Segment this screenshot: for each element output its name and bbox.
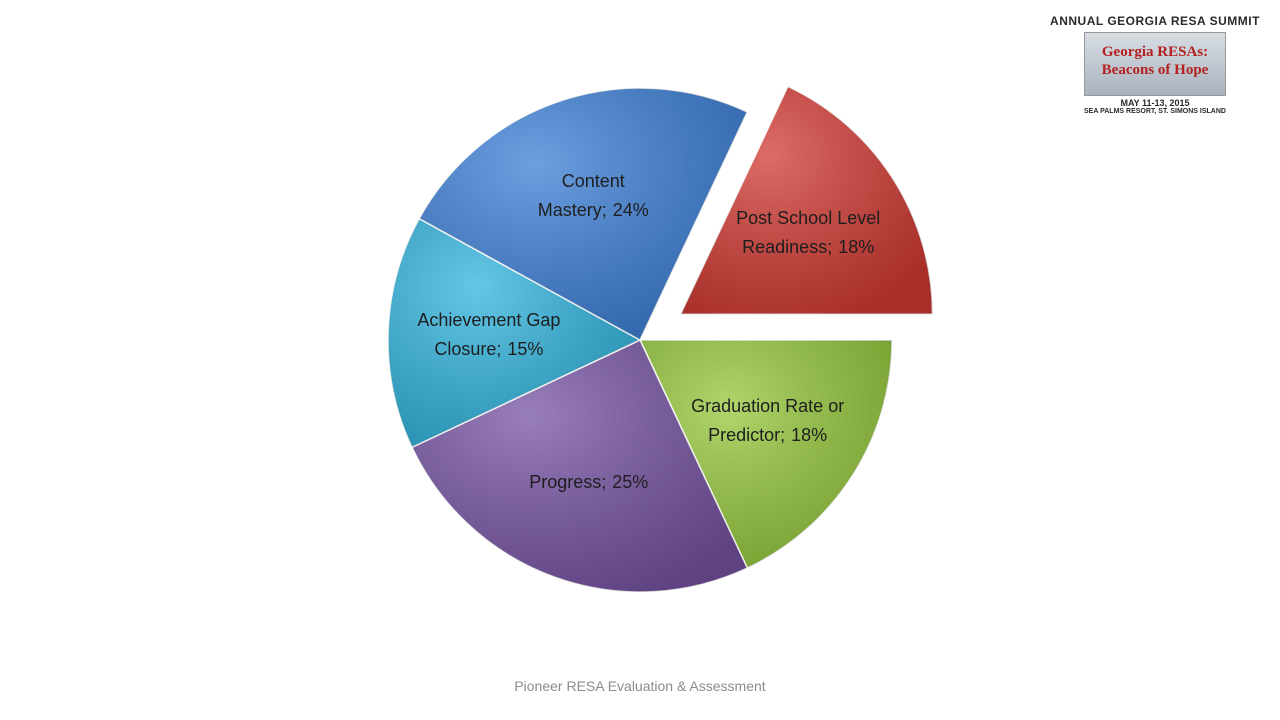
data-label-text: Achievement Gap Closure; 15% bbox=[404, 280, 574, 390]
slice-shade bbox=[419, 88, 748, 340]
label-body: Post School Level Readiness; 18% bbox=[723, 204, 893, 262]
data-label: Achievement Gap Closure; 15% bbox=[404, 280, 574, 390]
data-label: Post School Level Readiness; 18% bbox=[723, 178, 893, 288]
value-label: 18% bbox=[791, 425, 828, 446]
logo-place: SEA PALMS RESORT, ST. SIMONS ISLAND bbox=[1084, 108, 1226, 115]
value-label: 25% bbox=[612, 471, 649, 492]
logo-emblem: Georgia RESAs: Beacons of Hope bbox=[1084, 32, 1226, 96]
data-label: Progress; 25% bbox=[504, 427, 674, 537]
slice-shade bbox=[640, 340, 892, 569]
data-label: Content Mastery; 24% bbox=[508, 141, 678, 251]
footer: Pioneer RESA Evaluation & Assessment bbox=[514, 678, 766, 694]
value-label: 15% bbox=[507, 339, 544, 360]
slice-shade bbox=[680, 86, 933, 315]
label-body: Achievement Gap Closure; 15% bbox=[404, 306, 574, 364]
label-body: Graduation Rate or Predictor; 18% bbox=[683, 392, 853, 450]
category-name: Content Mastery; bbox=[537, 171, 625, 221]
value-label: 24% bbox=[612, 200, 649, 221]
value-label: 18% bbox=[838, 237, 875, 258]
logo: ANNUAL GEORGIA RESA SUMMIT Georgia RESAs… bbox=[1040, 10, 1270, 125]
logo-line: Georgia RESAs: bbox=[1101, 44, 1209, 60]
data-label-text: Graduation Rate or Predictor; 18% bbox=[683, 366, 853, 476]
logo-title: ANNUAL GEORGIA RESA SUMMIT bbox=[1050, 14, 1260, 28]
chart: Post School Level Readiness; 18%Graduatio… bbox=[387, 85, 934, 593]
logo-date: MAY 11-13, 2015 bbox=[1120, 98, 1190, 108]
category-name: Progress; bbox=[529, 471, 607, 492]
category-name: Post School Level Readiness; bbox=[736, 208, 881, 258]
label-body: Progress; 25% bbox=[529, 468, 648, 497]
data-label-text: Progress; 25% bbox=[504, 427, 674, 537]
slice-shade bbox=[411, 340, 748, 592]
data-label-text: Post School Level Readiness; 18% bbox=[723, 178, 893, 288]
category-name: Graduation Rate or Predictor; bbox=[691, 396, 845, 446]
data-label: Graduation Rate or Predictor; 18% bbox=[683, 366, 853, 476]
label-body: Content Mastery; 24% bbox=[508, 167, 678, 225]
slice-shade bbox=[388, 218, 640, 448]
data-label-text: Content Mastery; 24% bbox=[508, 141, 678, 251]
category-name: Achievement Gap Closure; bbox=[417, 310, 561, 360]
logo-line: Beacons of Hope bbox=[1101, 62, 1209, 78]
